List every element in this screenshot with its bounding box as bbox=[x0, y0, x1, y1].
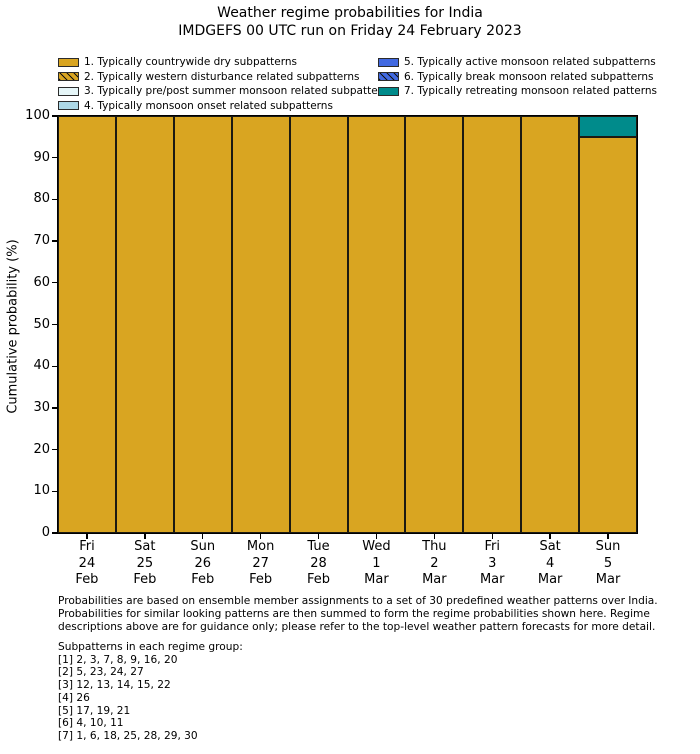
y-tick-label: 30 bbox=[33, 399, 50, 415]
x-tick-mark bbox=[607, 533, 609, 539]
x-tick-mark bbox=[259, 533, 262, 539]
y-tick-mark bbox=[52, 282, 58, 284]
legend-swatch-icon bbox=[378, 86, 399, 96]
x-tick-label: Thu 2 Mar bbox=[422, 539, 447, 587]
bar-segment bbox=[521, 116, 580, 533]
x-tick-mark bbox=[491, 533, 493, 539]
plot-area bbox=[57, 115, 638, 534]
stacked-bar bbox=[463, 116, 522, 533]
legend-swatch-icon bbox=[58, 86, 79, 96]
legend-item: 2. Typically western disturbance related… bbox=[58, 70, 394, 85]
x-tick-label: Sat 4 Mar bbox=[537, 539, 563, 587]
bar-segment bbox=[289, 116, 348, 533]
stacked-bar bbox=[115, 116, 174, 533]
x-tick-label: Sun 5 Mar bbox=[595, 539, 621, 587]
legend-item-label: 6. Typically break monsoon related subpa… bbox=[404, 70, 654, 83]
legend-item: 7. Typically retreating monsoon related … bbox=[378, 84, 657, 99]
legend-item: 3. Typically pre/post summer monsoon rel… bbox=[58, 84, 394, 99]
y-tick-mark bbox=[52, 198, 58, 201]
legend-swatch-icon bbox=[58, 101, 79, 111]
subpatterns-section: Subpatterns in each regime group: [1] 2,… bbox=[58, 641, 458, 743]
subpatterns-heading: Subpatterns in each regime group: bbox=[58, 641, 243, 653]
legend-item-label: 4. Typically monsoon onset related subpa… bbox=[84, 99, 333, 112]
x-tick-mark bbox=[549, 533, 551, 539]
y-tick-label: 40 bbox=[33, 358, 50, 374]
y-tick-mark bbox=[52, 365, 58, 367]
legend-swatch-icon bbox=[378, 72, 399, 82]
footnote: Probabilities are based on ensemble memb… bbox=[58, 595, 658, 634]
y-tick-mark bbox=[52, 407, 58, 409]
y-tick-label: 100 bbox=[25, 108, 50, 123]
x-tick-label: Sat 25 Feb bbox=[133, 539, 157, 587]
legend-item-label: 7. Typically retreating monsoon related … bbox=[404, 85, 658, 98]
x-tick-label: Wed 1 Mar bbox=[362, 539, 391, 587]
legend-item-label: 2. Typically western disturbance related… bbox=[84, 70, 360, 83]
y-tick-mark bbox=[52, 448, 58, 451]
y-tick-mark bbox=[52, 157, 58, 159]
legend-item-label: 1. Typically countrywide dry subpatterns bbox=[84, 56, 298, 69]
x-tick-label: Fri 24 Feb bbox=[75, 539, 99, 587]
y-tick-mark bbox=[52, 532, 58, 534]
x-tick-label: Fri 3 Mar bbox=[479, 539, 505, 587]
legend-column-right: 5. Typically active monsoon related subp… bbox=[378, 55, 657, 99]
legend-item-label: 5. Typically active monsoon related subp… bbox=[404, 56, 656, 69]
stacked-bar bbox=[173, 116, 232, 533]
stacked-bar bbox=[289, 116, 348, 533]
y-tick-mark bbox=[52, 323, 58, 326]
y-tick-label: 70 bbox=[33, 233, 50, 249]
stacked-bar bbox=[231, 116, 290, 533]
chart-title: Weather regime probabilities for India bbox=[217, 5, 483, 21]
y-tick-label: 20 bbox=[33, 441, 50, 457]
legend-swatch-icon bbox=[378, 57, 399, 67]
x-tick-mark bbox=[202, 533, 204, 539]
y-tick-label: 10 bbox=[33, 483, 50, 499]
legend-swatch-icon bbox=[58, 72, 79, 82]
x-tick-mark bbox=[317, 533, 320, 539]
y-tick-label: 0 bbox=[41, 525, 50, 540]
y-tick-mark bbox=[52, 490, 58, 492]
stacked-bar bbox=[405, 116, 464, 533]
stacked-bar bbox=[347, 116, 406, 533]
bar-segment bbox=[58, 116, 116, 533]
y-tick-label: 90 bbox=[33, 149, 50, 165]
legend-item: 1. Typically countrywide dry subpatterns bbox=[58, 55, 394, 70]
subpatterns-groups: [1] 2, 3, 7, 8, 9, 16, 20 [2] 5, 23, 24,… bbox=[58, 653, 198, 742]
stacked-bar bbox=[579, 116, 638, 533]
y-tick-label: 50 bbox=[33, 316, 50, 332]
y-tick-label: 60 bbox=[33, 274, 50, 290]
y-tick-mark bbox=[52, 240, 58, 242]
stacked-bar bbox=[58, 116, 116, 533]
x-tick-label: Tue 28 Feb bbox=[307, 539, 331, 587]
y-tick-mark bbox=[52, 115, 58, 117]
legend-item: 4. Typically monsoon onset related subpa… bbox=[58, 99, 394, 114]
x-tick-mark bbox=[144, 533, 146, 539]
x-tick-mark bbox=[433, 533, 436, 539]
bar-segment bbox=[173, 116, 232, 533]
x-tick-label: Mon 27 Feb bbox=[246, 539, 275, 587]
chart-subtitle: IMDGEFS 00 UTC run on Friday 24 February… bbox=[178, 23, 522, 39]
legend-column-left: 1. Typically countrywide dry subpatterns… bbox=[58, 55, 394, 113]
x-tick-mark bbox=[86, 533, 88, 539]
bar-segment bbox=[579, 136, 638, 533]
y-tick-label: 80 bbox=[33, 191, 50, 207]
x-tick-label: Sun 26 Feb bbox=[190, 539, 216, 587]
bar-segment bbox=[347, 116, 406, 533]
bar-segment bbox=[115, 116, 174, 533]
legend-item-label: 3. Typically pre/post summer monsoon rel… bbox=[84, 85, 394, 98]
legend-swatch-icon bbox=[58, 57, 79, 67]
bar-segment bbox=[463, 116, 522, 533]
bar-segment bbox=[231, 116, 290, 533]
legend-item: 6. Typically break monsoon related subpa… bbox=[378, 70, 657, 85]
bar-segment bbox=[579, 116, 638, 137]
x-tick-mark bbox=[375, 533, 378, 539]
bar-segment bbox=[405, 116, 464, 533]
legend-item: 5. Typically active monsoon related subp… bbox=[378, 55, 657, 70]
stacked-bar bbox=[521, 116, 580, 533]
